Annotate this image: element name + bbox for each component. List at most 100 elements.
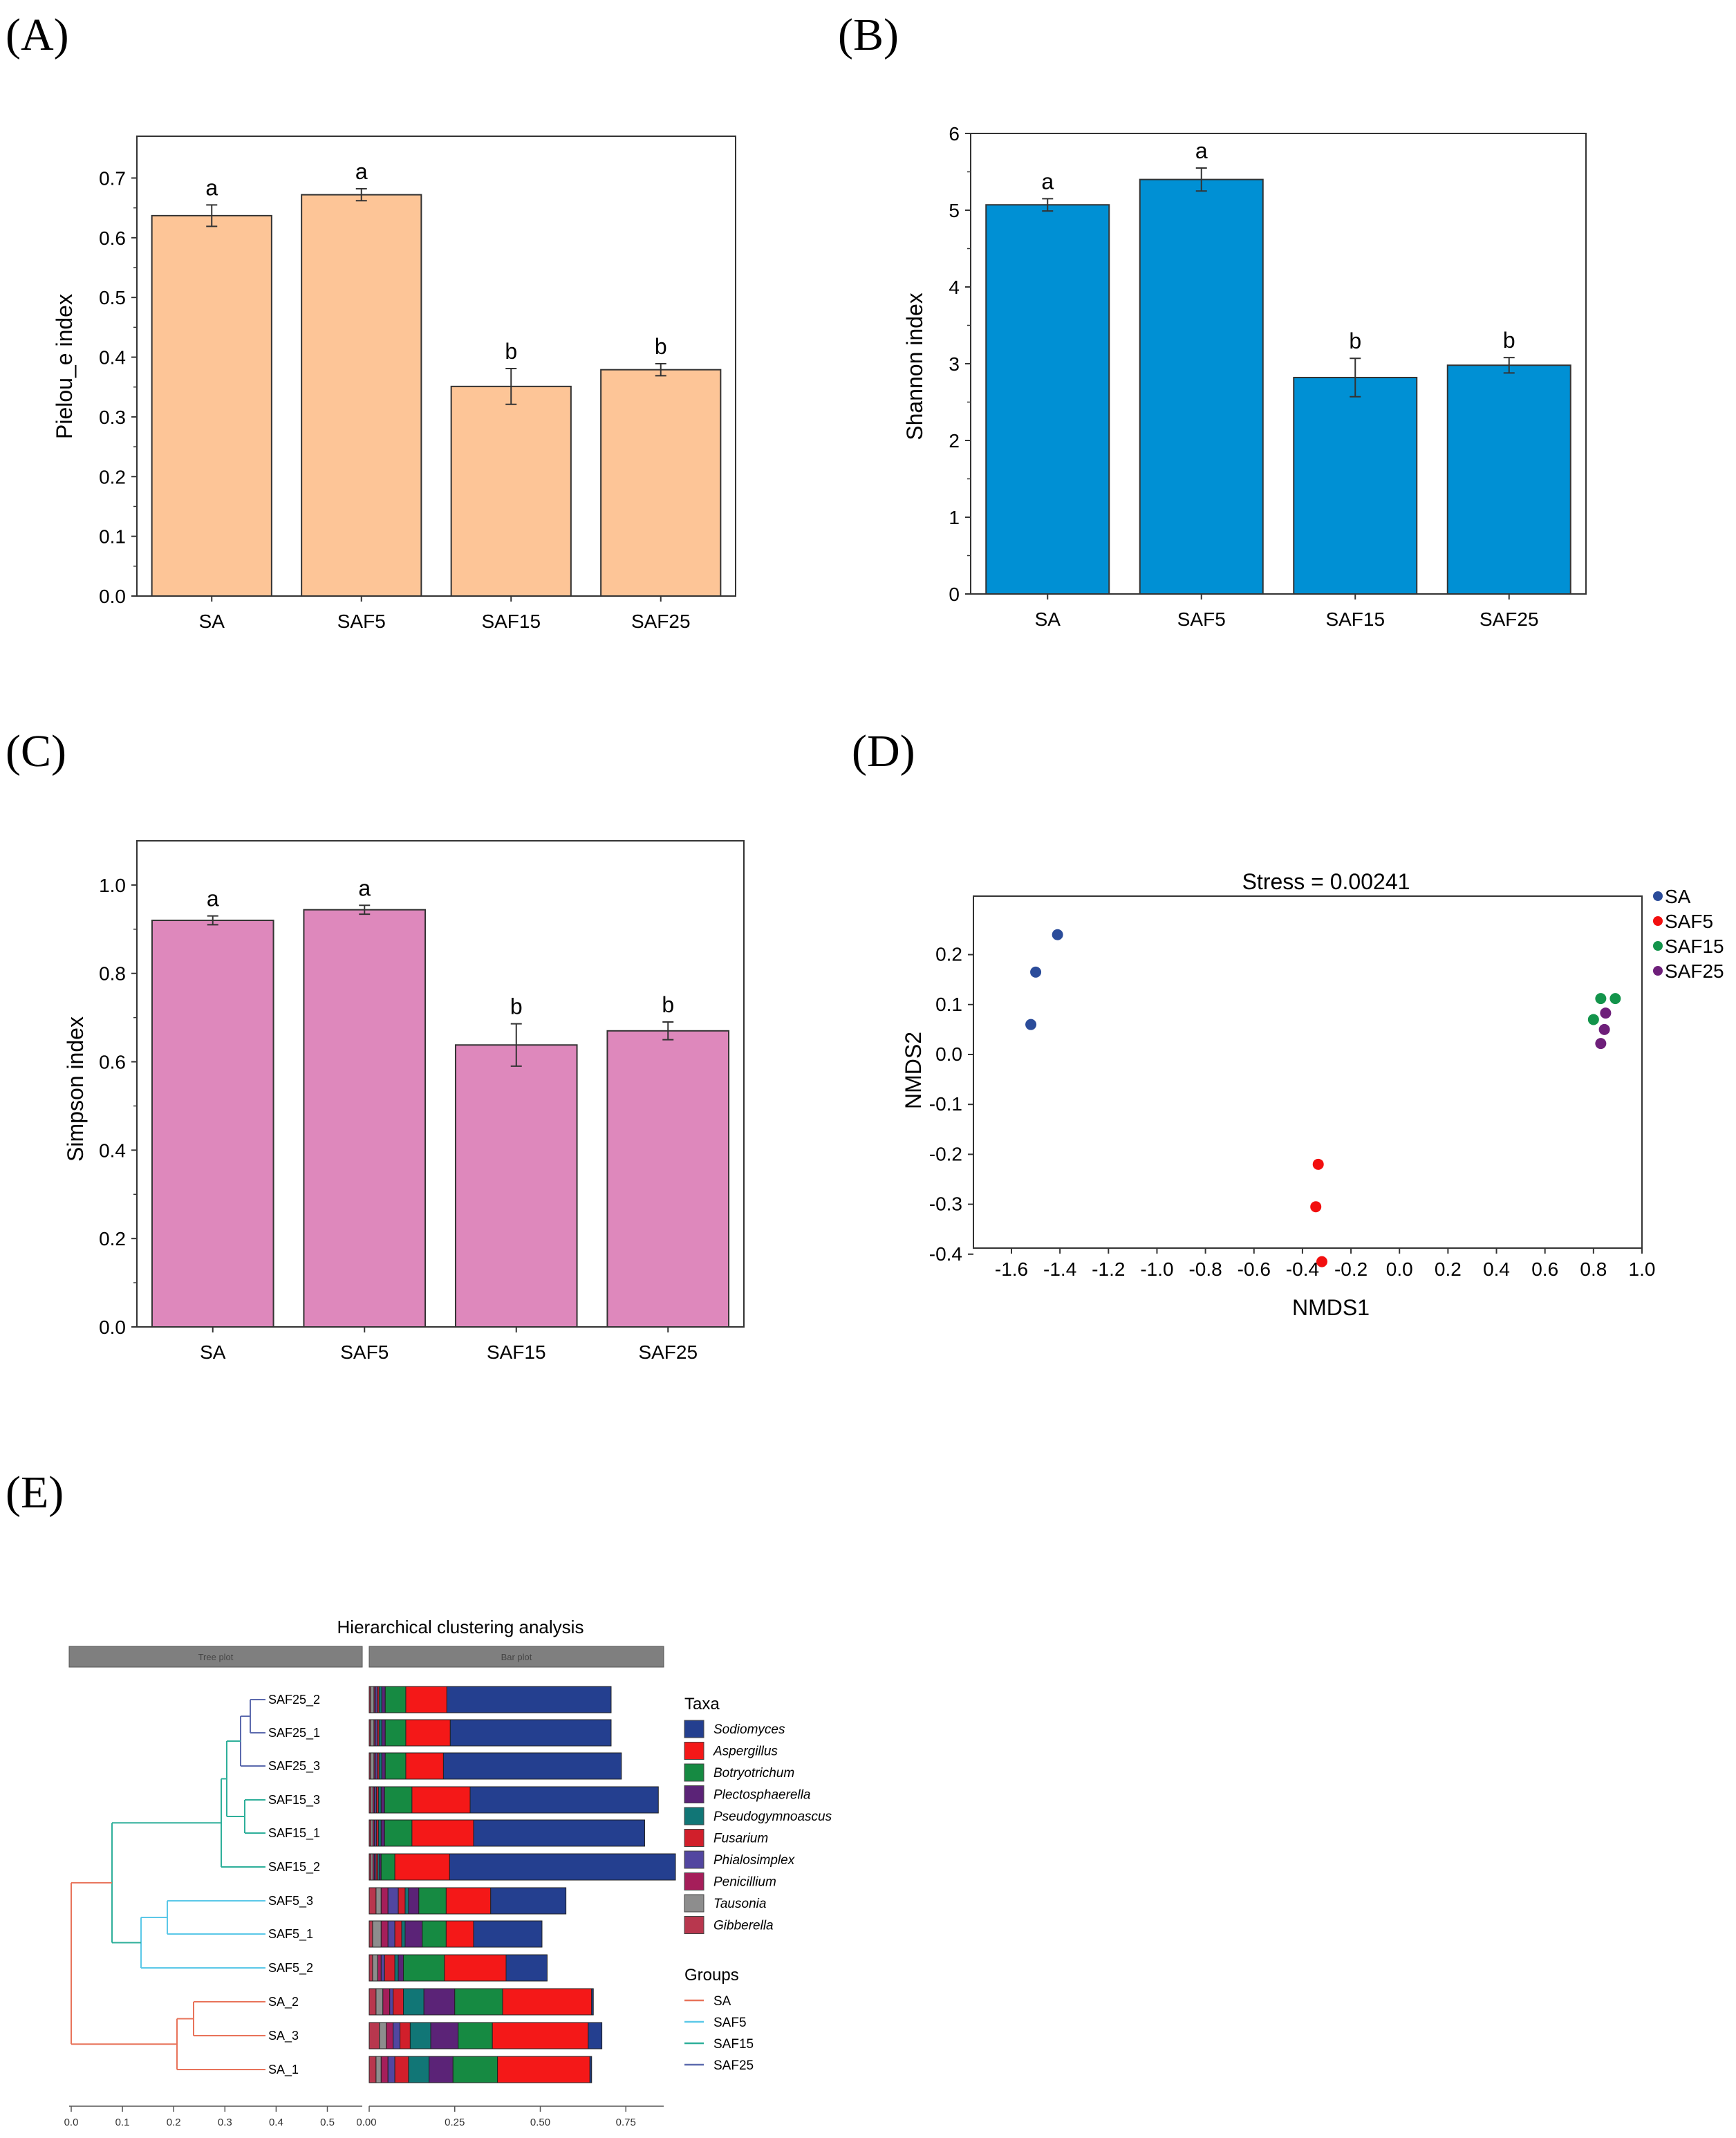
nmds-point-saf15 xyxy=(1587,1014,1599,1025)
stacked-segment-sodiomyces xyxy=(449,1853,676,1881)
chart-c-ytick-label: 0.6 xyxy=(99,1052,126,1073)
stacked-segment-pseudogymnoascus xyxy=(401,1920,406,1948)
stacked-segment-pseudogymnoascus xyxy=(378,1686,382,1713)
chart-b-xtick-label: SAF5 xyxy=(1177,608,1226,630)
stacked-segment-plectosphaerella xyxy=(429,2056,454,2083)
chart-a-yticks: 0.0 0.1 0.2 0.3 0.4 0.5 0.6 0.7 xyxy=(99,167,137,607)
chart-d-xtick-label: 0.2 xyxy=(1435,1258,1462,1280)
stacked-segment-phialosimplex xyxy=(387,1920,395,1948)
legend-marker-saf25 xyxy=(1653,966,1663,976)
legend-label-saf15: SAF15 xyxy=(1665,936,1724,957)
stacked-segment-tausonia xyxy=(379,2022,387,2049)
chart-d-nmds: Stress = 0.00241 0.2 0.1 0.0 -0.1 -0.2 -0.3 -0… xyxy=(901,869,1724,1320)
stacked-segment-sodiomyces xyxy=(473,1819,645,1847)
chart-c-ytick-label: 0.4 xyxy=(99,1140,126,1161)
stacked-segment-gibberella xyxy=(368,1954,373,1982)
nmds-point-saf5 xyxy=(1312,1158,1324,1170)
stacked-segment-botryotrichum xyxy=(380,1853,395,1881)
stacked-segment-pseudogymnoascus xyxy=(408,2056,430,2083)
chart-b-ytick-label: 3 xyxy=(949,353,960,375)
sample-label: SA_2 xyxy=(268,1995,299,2009)
dendrogram xyxy=(71,1699,265,2070)
chart-a-xtick-label: SAF25 xyxy=(631,611,691,632)
chart-c-sig-letter: b xyxy=(510,994,523,1019)
chart-a-xtick-label: SA xyxy=(199,611,225,632)
stacked-segment-gibberella xyxy=(368,1920,373,1948)
stacked-segment-tausonia xyxy=(375,2056,382,2083)
chart-b-frame xyxy=(970,133,1587,595)
taxa-legend-label-plectosphaerella: Plectosphaerella xyxy=(713,1788,810,1803)
stacked-segment-penicillium xyxy=(377,1954,382,1982)
chart-c-ytick-label: 1.0 xyxy=(99,875,126,896)
stacked-segment-penicillium xyxy=(382,1988,391,2016)
chart-a-sig-letter: a xyxy=(355,159,368,184)
taxa-legend-label-penicillium: Penicillium xyxy=(713,1875,776,1890)
stacked-segment-aspergillus xyxy=(405,1719,451,1747)
chart-a-ytick-label: 0.7 xyxy=(99,167,126,189)
tree-axis-label: 0.3 xyxy=(218,2117,232,2128)
stacked-segment-botryotrichum xyxy=(454,1988,503,2016)
stacked-segment-phialosimplex xyxy=(380,1954,385,1982)
nmds-point-saf5 xyxy=(1310,1201,1322,1213)
chart-c-bar xyxy=(454,1044,578,1328)
stacked-segment-botryotrichum xyxy=(384,1719,407,1747)
taxa-legend-title: Taxa xyxy=(684,1695,720,1713)
stacked-segment-botryotrichum xyxy=(458,2022,493,2049)
chart-d-xtick-label: -1.2 xyxy=(1092,1258,1125,1280)
nmds-point-saf5 xyxy=(1316,1256,1327,1267)
chart-d-xtick-label: 0.0 xyxy=(1386,1258,1413,1280)
sample-label: SAF15_2 xyxy=(268,1860,320,1875)
chart-a-ytick-label: 0.6 xyxy=(99,227,126,249)
chart-c-bar xyxy=(151,920,274,1328)
panel-label-e: (E) xyxy=(6,1467,64,1518)
legend-label-sa: SA xyxy=(1665,886,1691,907)
sample-label: SAF5_3 xyxy=(268,1894,313,1908)
stacked-segment-pseudogymnoascus xyxy=(403,1988,424,2016)
stacked-segment-botryotrichum xyxy=(403,1954,445,1982)
chart-c-xtick-label: SAF25 xyxy=(638,1341,698,1363)
stacked-segment-tausonia xyxy=(375,1988,384,2016)
chart-a-ytick-label: 0.2 xyxy=(99,466,126,487)
chart-b-sig-letter: a xyxy=(1195,138,1208,163)
sample-label: SAF5_2 xyxy=(268,1961,313,1976)
chart-d-xtick-label: -0.2 xyxy=(1334,1258,1368,1280)
chart-b-ytick-label: 0 xyxy=(949,584,960,605)
stacked-segment-tausonia xyxy=(370,1686,375,1713)
chart-a-frame xyxy=(136,136,736,597)
bar-axis-label: 0.25 xyxy=(445,2117,465,2128)
bar-axis-label: 0.75 xyxy=(616,2117,636,2128)
chart-c-ytick-label: 0.2 xyxy=(99,1228,126,1249)
stacked-segment-pseudogymnoascus xyxy=(409,2022,431,2049)
sample-label: SAF25_1 xyxy=(268,1726,320,1740)
stacked-segment-pseudogymnoascus xyxy=(404,1887,409,1915)
chart-d-ytick-label: -0.4 xyxy=(929,1243,962,1265)
groups-legend-title: Groups xyxy=(684,1966,739,1984)
sample-label: SAF15_1 xyxy=(268,1826,320,1841)
chart-a-bars: a a b b xyxy=(151,159,722,597)
chart-d-ytick-label: 0.1 xyxy=(935,994,962,1015)
stacked-segment-plectosphaerella xyxy=(381,1686,386,1713)
stacked-segment-aspergillus xyxy=(405,1752,444,1780)
chart-a-bar xyxy=(450,385,572,597)
chart-d-legend: SA SAF5 SAF15 SAF25 xyxy=(1653,886,1724,982)
bar-plot-strip xyxy=(368,1646,664,1668)
legend-label-saf25: SAF25 xyxy=(1665,960,1724,982)
stacked-segment-tausonia xyxy=(370,1752,375,1780)
taxa-legend-swatch-aspergillus xyxy=(684,1742,704,1760)
stacked-segment-fusarium xyxy=(394,2056,409,2083)
stacked-segment-aspergillus xyxy=(445,1887,492,1915)
stacked-segment-fusarium xyxy=(384,1954,395,1982)
chart-a-ytick-label: 0.0 xyxy=(99,586,126,607)
stacked-segment-plectosphaerella xyxy=(423,1988,456,2016)
chart-a-bar xyxy=(600,369,722,597)
group-legend-label-sa: SA xyxy=(713,1994,731,2009)
stacked-segment-botryotrichum xyxy=(384,1686,407,1713)
chart-d-xtick-label: -1.6 xyxy=(995,1258,1028,1280)
nmds-point-saf15 xyxy=(1595,993,1607,1005)
chart-c-bar xyxy=(606,1030,730,1328)
stacked-segment-botryotrichum xyxy=(452,2056,498,2083)
stacked-segment-gibberella xyxy=(368,2022,380,2049)
chart-c-bars: a a b b xyxy=(151,875,730,1328)
chart-b-ytick-label: 2 xyxy=(949,430,960,452)
stacked-segment-pseudogymnoascus xyxy=(377,1819,382,1847)
